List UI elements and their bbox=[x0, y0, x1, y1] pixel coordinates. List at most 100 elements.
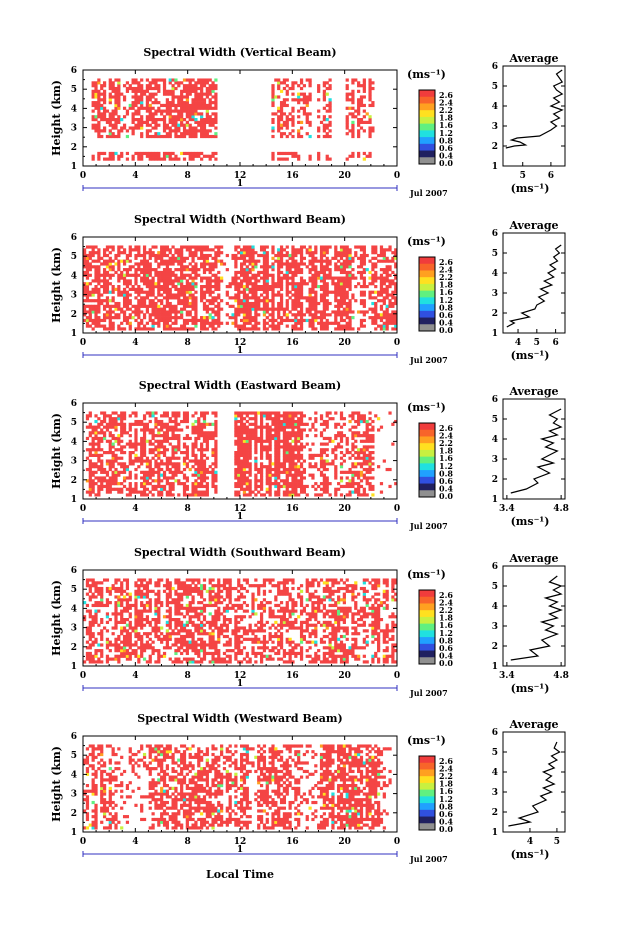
heatmap-cell bbox=[157, 78, 161, 82]
heatmap-cell bbox=[114, 101, 118, 105]
heatmap-cell bbox=[208, 134, 212, 139]
heatmap-cell bbox=[242, 268, 247, 272]
heatmap-cell bbox=[217, 296, 221, 300]
heatmap-cell bbox=[125, 304, 130, 308]
heatmap-cell bbox=[145, 459, 149, 463]
heatmap-cell bbox=[108, 417, 112, 421]
heatmap-cell bbox=[85, 256, 90, 260]
heatmap-cell bbox=[365, 459, 369, 463]
heatmap-cell bbox=[382, 321, 386, 325]
heatmap-cell bbox=[162, 484, 167, 489]
heatmap-cell bbox=[185, 103, 189, 108]
colorbar-tick-label: 2.6 bbox=[439, 90, 453, 100]
heatmap-cell bbox=[325, 490, 329, 494]
heatmap-cell bbox=[288, 453, 292, 457]
heatmap-cell bbox=[265, 310, 269, 314]
heatmap-cell bbox=[362, 89, 366, 93]
heatmap-cell bbox=[162, 436, 167, 441]
heatmap-cell bbox=[345, 123, 349, 127]
heatmap-cell bbox=[134, 273, 138, 277]
heatmap-cell bbox=[242, 425, 247, 429]
heatmap-cell bbox=[248, 473, 252, 477]
heatmap-cell bbox=[242, 262, 247, 266]
heatmap-cell bbox=[197, 86, 201, 91]
heatmap-cell bbox=[328, 411, 332, 415]
heatmap-cell bbox=[197, 419, 201, 424]
colorbar-swatch bbox=[419, 277, 435, 285]
heatmap-cell bbox=[248, 487, 252, 491]
heatmap-cell bbox=[191, 253, 195, 258]
heatmap-cell bbox=[171, 451, 175, 455]
heatmap-cell bbox=[279, 465, 284, 469]
heatmap-cell bbox=[100, 129, 104, 133]
heatmap-cell bbox=[311, 273, 315, 277]
colorbar-swatch bbox=[419, 90, 435, 98]
heatmap-cell bbox=[148, 115, 152, 119]
heatmap-cell bbox=[240, 256, 244, 260]
heatmap-cell bbox=[208, 422, 212, 426]
heatmap-cell bbox=[291, 293, 295, 297]
heatmap-cell bbox=[248, 287, 252, 291]
heatmap-cell bbox=[294, 482, 298, 486]
heatmap-cell bbox=[134, 476, 138, 480]
heatmap-cell bbox=[117, 327, 121, 331]
heatmap-cell bbox=[285, 276, 289, 280]
heatmap-cell bbox=[268, 442, 272, 446]
heatmap-cell bbox=[339, 262, 344, 266]
heatmap-cell bbox=[114, 112, 118, 116]
heatmap-cell bbox=[168, 81, 172, 85]
average-y-tick-label: 4 bbox=[492, 269, 498, 279]
heatmap-cell bbox=[94, 310, 98, 314]
heatmap-cell bbox=[128, 442, 132, 446]
heatmap-cell bbox=[214, 434, 218, 438]
heatmap-cell bbox=[217, 293, 221, 297]
heatmap-cell bbox=[168, 101, 172, 105]
heatmap-cell bbox=[205, 253, 209, 258]
heatmap-cell bbox=[285, 442, 289, 446]
heatmap-cell bbox=[105, 462, 110, 466]
heatmap-cell bbox=[200, 84, 204, 88]
heatmap-cell bbox=[182, 467, 187, 472]
heatmap-cell bbox=[262, 290, 267, 294]
heatmap-cell bbox=[114, 89, 118, 93]
heatmap-cell bbox=[368, 296, 372, 300]
heatmap-cell bbox=[137, 304, 141, 308]
heatmap-cell bbox=[354, 456, 358, 460]
heatmap-cell bbox=[97, 487, 101, 491]
heatmap-cell bbox=[140, 126, 144, 130]
heatmap-cell bbox=[157, 476, 161, 480]
heatmap-cell bbox=[145, 151, 149, 156]
heatmap-cell bbox=[388, 268, 392, 272]
heatmap-cell bbox=[345, 307, 349, 311]
heatmap-cell bbox=[314, 310, 318, 314]
heatmap-cell bbox=[285, 134, 289, 139]
heatmap-cell bbox=[354, 285, 358, 289]
heatmap-cell bbox=[145, 115, 149, 119]
heatmap-cell bbox=[240, 465, 244, 469]
heatmap-cell bbox=[140, 445, 144, 449]
heatmap-cell bbox=[120, 273, 124, 277]
heatmap-cell bbox=[128, 445, 132, 449]
y-tick-label: 6 bbox=[71, 233, 77, 243]
heatmap-cell bbox=[368, 422, 372, 426]
heatmap-cell bbox=[328, 103, 332, 108]
heatmap-cell bbox=[317, 109, 321, 113]
heatmap-cell bbox=[317, 453, 321, 457]
heatmap-cell bbox=[259, 473, 264, 477]
heatmap-cell bbox=[191, 321, 195, 325]
heatmap-cell bbox=[168, 276, 172, 280]
heatmap-cell bbox=[271, 316, 275, 320]
heatmap-cell bbox=[148, 448, 152, 452]
heatmap-cell bbox=[271, 321, 275, 325]
heatmap-cell bbox=[145, 89, 149, 93]
heatmap-cell bbox=[105, 265, 110, 269]
heatmap-cell bbox=[128, 248, 132, 252]
heatmap-cell bbox=[348, 304, 352, 308]
heatmap-cell bbox=[128, 293, 132, 297]
heatmap-cell bbox=[200, 157, 204, 161]
heatmap-cell bbox=[379, 287, 384, 291]
heatmap-cell bbox=[251, 285, 255, 289]
heatmap-cell bbox=[322, 251, 326, 255]
heatmap-cell bbox=[291, 451, 295, 455]
heatmap-cell bbox=[134, 98, 138, 102]
